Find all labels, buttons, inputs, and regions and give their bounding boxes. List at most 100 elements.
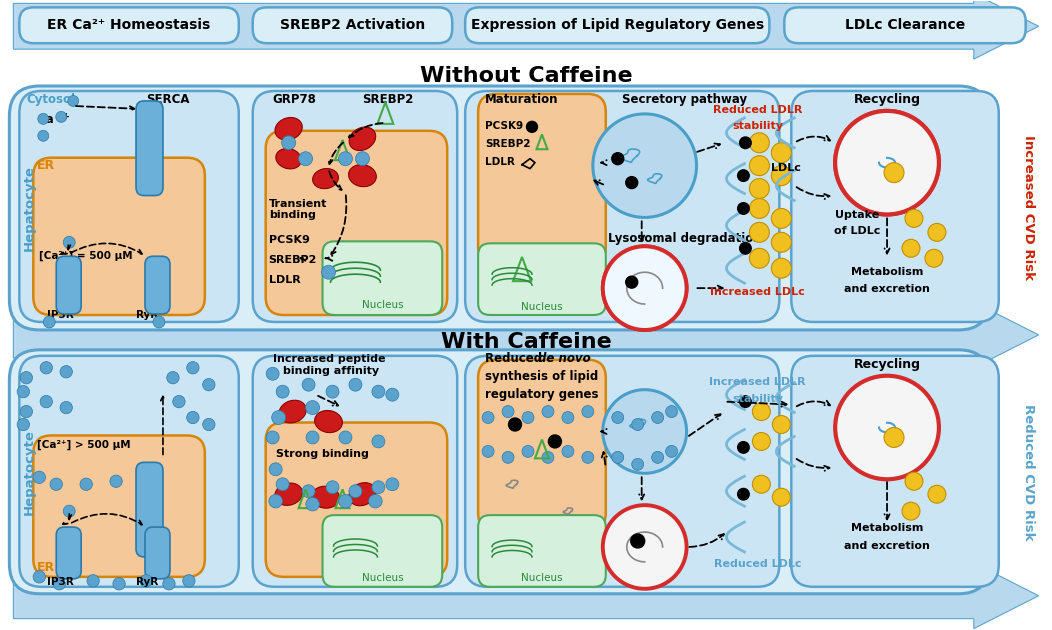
Polygon shape xyxy=(14,563,1038,629)
Circle shape xyxy=(928,485,946,503)
Ellipse shape xyxy=(275,483,302,505)
Ellipse shape xyxy=(349,483,376,506)
Text: Hepatocyte: Hepatocyte xyxy=(23,429,36,515)
Circle shape xyxy=(603,246,687,330)
FancyBboxPatch shape xyxy=(266,131,447,315)
FancyBboxPatch shape xyxy=(34,158,205,315)
Circle shape xyxy=(749,133,769,152)
Text: Ca: Ca xyxy=(37,113,54,126)
Text: Increased CVD Risk: Increased CVD Risk xyxy=(1023,135,1035,280)
FancyBboxPatch shape xyxy=(9,350,989,593)
Text: regulatory genes: regulatory genes xyxy=(485,387,599,401)
FancyBboxPatch shape xyxy=(323,515,442,587)
FancyBboxPatch shape xyxy=(791,356,998,587)
Circle shape xyxy=(67,96,79,106)
Text: Cytosol: Cytosol xyxy=(26,93,76,106)
Circle shape xyxy=(109,475,122,488)
Text: [Ca²⁺] = 500 μM: [Ca²⁺] = 500 μM xyxy=(39,250,133,261)
Ellipse shape xyxy=(279,400,306,423)
Text: PCSK9: PCSK9 xyxy=(268,236,309,245)
Text: Reduced LDLR: Reduced LDLR xyxy=(712,105,802,115)
FancyBboxPatch shape xyxy=(478,94,606,265)
Circle shape xyxy=(737,170,749,181)
Circle shape xyxy=(38,130,48,141)
Circle shape xyxy=(772,416,790,433)
Circle shape xyxy=(372,385,385,398)
Circle shape xyxy=(631,418,644,430)
Circle shape xyxy=(186,362,199,374)
Circle shape xyxy=(163,578,175,590)
FancyBboxPatch shape xyxy=(465,356,780,587)
Circle shape xyxy=(902,502,919,520)
Text: Secretory pathway: Secretory pathway xyxy=(622,93,747,106)
Circle shape xyxy=(508,418,522,431)
Text: RyR: RyR xyxy=(136,310,158,320)
FancyBboxPatch shape xyxy=(136,462,163,557)
Circle shape xyxy=(562,411,574,423)
Text: IP3R: IP3R xyxy=(47,577,74,587)
Circle shape xyxy=(749,156,769,176)
FancyBboxPatch shape xyxy=(478,515,606,587)
Circle shape xyxy=(372,481,385,494)
FancyBboxPatch shape xyxy=(19,91,239,322)
Circle shape xyxy=(740,137,751,149)
Circle shape xyxy=(113,578,125,590)
Circle shape xyxy=(368,495,382,508)
Circle shape xyxy=(905,472,923,490)
Circle shape xyxy=(153,316,165,328)
Text: SREBP2: SREBP2 xyxy=(485,139,530,149)
Text: Reduced LDLc: Reduced LDLc xyxy=(713,559,802,569)
Circle shape xyxy=(305,401,320,415)
Circle shape xyxy=(63,505,75,517)
Text: and excretion: and excretion xyxy=(844,541,930,551)
FancyBboxPatch shape xyxy=(478,243,606,315)
FancyBboxPatch shape xyxy=(252,8,452,43)
Text: ER Ca²⁺ Homeostasis: ER Ca²⁺ Homeostasis xyxy=(47,18,210,32)
FancyBboxPatch shape xyxy=(252,91,458,322)
Circle shape xyxy=(902,239,919,257)
Circle shape xyxy=(60,401,73,414)
Circle shape xyxy=(626,176,638,188)
Text: Recycling: Recycling xyxy=(853,358,920,371)
Ellipse shape xyxy=(311,486,340,508)
Circle shape xyxy=(386,478,399,491)
Circle shape xyxy=(651,411,664,423)
Circle shape xyxy=(266,431,279,444)
Text: LDLc: LDLc xyxy=(771,163,802,173)
Circle shape xyxy=(322,265,336,279)
Circle shape xyxy=(771,209,791,229)
Circle shape xyxy=(349,378,362,391)
Text: IP3R: IP3R xyxy=(47,310,74,320)
Circle shape xyxy=(63,236,75,248)
Text: Nucleus: Nucleus xyxy=(521,573,563,583)
Circle shape xyxy=(771,232,791,252)
Circle shape xyxy=(33,471,45,483)
Circle shape xyxy=(612,411,624,423)
FancyBboxPatch shape xyxy=(785,8,1026,43)
Text: Without Caffeine: Without Caffeine xyxy=(420,66,632,86)
Text: Lysosomal degradation: Lysosomal degradation xyxy=(608,232,762,245)
Circle shape xyxy=(203,418,215,431)
FancyBboxPatch shape xyxy=(465,91,780,322)
Text: Increased LDLR: Increased LDLR xyxy=(709,377,806,387)
Circle shape xyxy=(40,396,53,408)
FancyBboxPatch shape xyxy=(478,360,606,531)
Circle shape xyxy=(306,498,320,511)
FancyBboxPatch shape xyxy=(136,101,163,195)
Circle shape xyxy=(835,111,938,214)
Circle shape xyxy=(737,442,749,453)
FancyBboxPatch shape xyxy=(323,241,442,315)
Text: SERCA: SERCA xyxy=(146,93,189,106)
Text: Recycling: Recycling xyxy=(853,93,920,106)
Circle shape xyxy=(752,432,770,450)
Circle shape xyxy=(771,258,791,278)
Circle shape xyxy=(749,198,769,219)
Ellipse shape xyxy=(312,169,339,188)
Circle shape xyxy=(542,406,554,418)
Circle shape xyxy=(905,209,923,227)
Circle shape xyxy=(603,246,687,330)
Circle shape xyxy=(752,475,770,493)
Text: Metabolism: Metabolism xyxy=(851,523,924,533)
Ellipse shape xyxy=(276,149,302,169)
Circle shape xyxy=(183,575,195,587)
